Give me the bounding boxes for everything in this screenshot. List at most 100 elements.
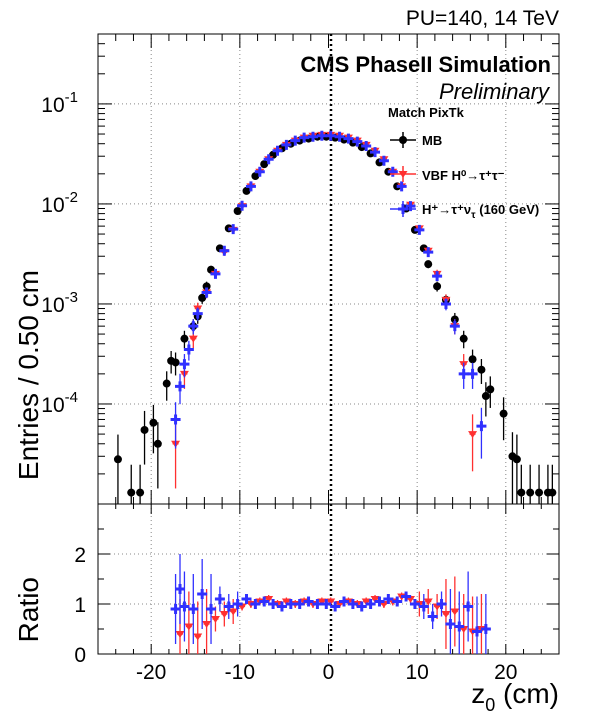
data-point-mb [477, 365, 486, 374]
data-point-vbf [188, 335, 198, 343]
data-point-mb [242, 186, 251, 195]
data-point-hplus [396, 181, 407, 192]
data-point-hplus [423, 247, 434, 258]
data-point-mb [512, 455, 521, 464]
data-point-hplus [290, 135, 301, 146]
y-tick-label-upper: 10-1 [41, 89, 78, 117]
ratio-point-hplus [409, 599, 420, 609]
ratio-point-hplus [392, 596, 403, 607]
lower-series-group [170, 554, 491, 654]
data-point-mb [113, 455, 122, 464]
legend-entry-mb: MB [390, 132, 442, 148]
ratio-point-hplus [232, 599, 243, 609]
data-point-mb [535, 488, 544, 497]
legend-entry-hplus: H⁺→τ⁺ντ (160 GeV) [390, 201, 539, 221]
y-tick-label-base: 10 [41, 94, 64, 117]
ratio-point-hplus [471, 626, 482, 637]
y-tick-label-lower: 1 [74, 594, 86, 617]
ratio-point-hplus [401, 591, 412, 602]
lower-axis-ticks: -20 -10 0 10 20 0 1 2 [74, 504, 560, 684]
legend-marker-hplus [398, 204, 408, 214]
data-point-mb [153, 439, 162, 448]
x-axis-title: z0 (cm) [471, 678, 559, 715]
ratio-point-vbf [317, 598, 327, 606]
legend-label-hplus-main: H⁺→τ⁺ν [422, 202, 471, 217]
ratio-point-hplus [294, 599, 305, 609]
data-point-mb [162, 379, 171, 388]
ratio-point-hplus [445, 619, 456, 629]
ratio-point-vbf [370, 596, 380, 603]
y-tick-label-exponent: -4 [65, 389, 78, 406]
data-point-mb [468, 355, 477, 364]
legend-label-mb: MB [422, 133, 442, 148]
upper-grid [98, 34, 559, 504]
ratio-point-hplus [436, 599, 447, 609]
upper-series-group [113, 130, 557, 504]
ratio-point-hplus [197, 589, 208, 599]
y-axis-title-lower: Ratio [13, 577, 44, 642]
ratio-point-hplus [383, 594, 394, 604]
data-point-hplus [201, 287, 212, 298]
data-point-mb [136, 488, 145, 497]
y-tick-label-upper: 10-4 [41, 389, 78, 417]
ratio-point-hplus [175, 584, 186, 594]
data-point-mb [424, 260, 433, 269]
data-point-hplus [343, 133, 354, 144]
data-point-mb [202, 282, 211, 291]
y-tick-label-exponent: -1 [65, 89, 78, 106]
data-point-hplus [361, 140, 372, 151]
ratio-point-vbf [219, 611, 229, 618]
data-point-hplus [449, 321, 460, 332]
data-point-hplus [458, 368, 469, 379]
experiment-label: CMS PhaseII Simulation [300, 52, 551, 77]
ratio-point-hplus [170, 604, 181, 614]
x-tick-label: -20 [136, 661, 166, 684]
data-point-hplus [192, 308, 203, 319]
x-axis-title-suffix: (cm) [495, 678, 559, 709]
data-point-hplus [432, 271, 443, 282]
data-point-mb [486, 385, 495, 394]
data-point-mb [233, 206, 242, 215]
y-tick-label-base: 10 [41, 394, 64, 417]
ratio-point-hplus [285, 599, 296, 609]
legend-marker-mb [399, 136, 407, 144]
ratio-point-vbf [450, 608, 460, 616]
data-point-hplus [210, 268, 221, 279]
ratio-point-vbf [175, 631, 185, 638]
data-point-hplus [170, 414, 181, 425]
data-point-hplus [175, 381, 186, 392]
ratio-point-vbf [361, 598, 371, 606]
data-point-mb [481, 392, 490, 401]
ratio-point-hplus [480, 624, 491, 634]
ratio-point-hplus [339, 596, 350, 607]
ratio-point-vbf [281, 598, 291, 606]
ratio-point-vbf [326, 598, 336, 606]
legend-entry-vbf: VBF H⁰→τ⁺τ⁻ [390, 166, 505, 183]
y-tick-label-exponent: -3 [65, 289, 78, 306]
ratio-point-vbf [423, 598, 433, 606]
ratio-point-vbf [193, 633, 203, 641]
x-tick-label: 20 [494, 661, 517, 684]
ratio-point-vbf [228, 608, 238, 616]
data-point-mb [517, 488, 526, 497]
legend: Match PixTk MB VBF H⁰→τ⁺τ⁻ H⁺→τ⁺ντ (160 … [388, 105, 539, 221]
ratio-point-hplus [223, 601, 234, 612]
upper-axis-ticks: 10-410-310-210-1 [41, 33, 560, 504]
data-point-hplus [334, 131, 345, 142]
ratio-point-hplus [276, 601, 287, 612]
data-point-hplus [476, 421, 487, 432]
data-point-hplus [352, 136, 363, 147]
data-point-hplus [467, 368, 478, 379]
data-point-hplus [387, 166, 398, 177]
ratio-point-hplus [268, 599, 279, 609]
ratio-point-hplus [188, 604, 199, 614]
ratio-point-hplus [206, 604, 217, 614]
ratio-point-hplus [303, 596, 314, 607]
data-point-mb [198, 293, 207, 302]
y-tick-label-lower: 0 [74, 644, 86, 667]
ratio-point-hplus [330, 601, 341, 612]
ratio-point-hplus [312, 599, 323, 609]
legend-label-vbf: VBF H⁰→τ⁺τ⁻ [422, 168, 505, 183]
data-point-mb [260, 160, 269, 169]
ratio-point-vbf [264, 596, 274, 603]
